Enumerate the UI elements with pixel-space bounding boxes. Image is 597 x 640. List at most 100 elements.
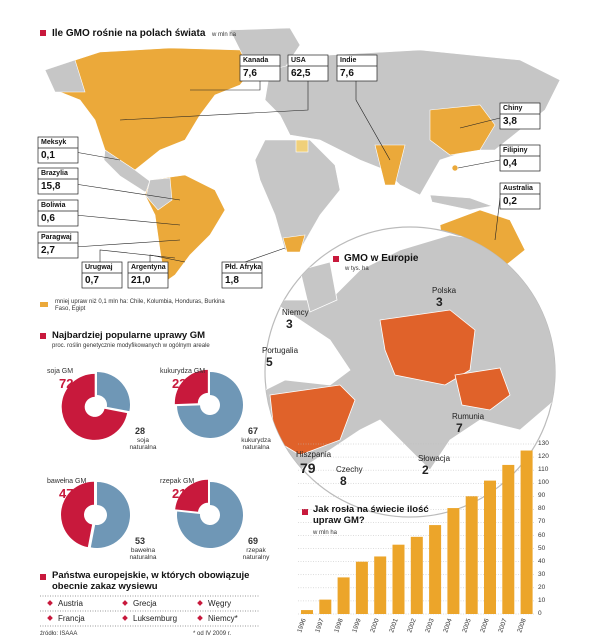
europe-value: 2 [422,463,429,477]
europe-country: Polska [432,286,457,295]
y-tick-label: 30 [538,570,546,578]
y-tick-label: 80 [538,505,546,513]
country-name: Indie [340,57,357,64]
pie-slice [97,372,131,412]
y-tick-label: 20 [538,583,546,591]
country-name: Płd. Afryka [225,264,262,271]
bar [429,525,442,614]
y-tick-label: 110 [538,466,549,474]
ban-country: Austria [58,599,83,608]
country-value: 7,6 [340,68,354,79]
country-name: Argentyna [131,264,166,271]
ban-country: Grecja [133,599,157,608]
pie-value: 47 [59,486,74,501]
pie-slice [61,481,95,548]
pie-slice [61,373,128,440]
chart-subtitle: w mln ha [313,530,338,536]
label-box [287,54,329,82]
bar [355,561,368,614]
leader-lines [74,80,501,263]
y-tick-label: 120 [538,453,549,461]
pie-label: bawełna naturalna [129,547,157,562]
marker [302,509,308,515]
pie-value: 23 [172,376,187,391]
europe-value: 3 [436,295,443,309]
europe-country: Hiszpania [296,450,332,459]
world-map [44,27,561,283]
crops-subtitle: proc. roślin genetycznie modyfikowanych … [52,343,210,349]
ban-title: Państwa europejskie, w których obowiązuj… [52,570,250,592]
country-value: 0,2 [503,196,517,207]
y-tick-label: 60 [538,531,546,539]
label-box [499,102,541,130]
pie-label: rzepak GM [160,478,195,485]
europe-value: 79 [300,460,316,476]
europe-value: 7 [456,421,463,435]
legend-swatch [40,302,48,307]
country-value: 15,8 [41,181,61,192]
country-name: Paragwaj [41,234,72,241]
y-tick-label: 100 [538,479,549,487]
bar [319,599,332,614]
pie-value: 72 [59,376,74,391]
bar [447,508,460,614]
marker [40,30,46,36]
pie-value: 69 [248,536,259,546]
bar [502,464,515,614]
y-tick-label: 130 [538,440,549,447]
country-value: 7,6 [243,68,257,79]
footnote: * od IV 2009 r. [193,631,232,637]
europe-value: 5 [266,355,273,369]
pie-label: kukurydza naturalna [241,437,271,452]
pie-label: soja naturalna [129,437,157,452]
label-box [221,261,263,289]
bar [520,450,533,614]
bar [337,577,350,614]
pie-value: 21 [172,486,187,501]
marker [333,256,339,262]
label-box [37,167,79,195]
europe-title: GMO w Europie [344,253,419,264]
europe-country: Niemcy [282,308,309,317]
label-box [37,199,79,227]
pie-label: rzepak naturalny [242,547,270,562]
y-tick-label: 50 [538,544,546,552]
country-name: USA [291,57,306,64]
ban-country: Węgry [208,599,232,608]
pie-slice [90,482,130,548]
country-value: 2,7 [41,245,55,256]
label-box [239,54,281,82]
country-value: 21,0 [131,275,151,286]
pie-label: bawełna GM [47,478,87,485]
country-value: 0,7 [85,275,99,286]
y-tick-label: 10 [538,596,546,604]
pie-value: 53 [135,536,146,546]
label-box [499,182,541,210]
pie-value: 67 [248,426,259,436]
country-value: 0,1 [41,150,55,161]
bar [392,544,405,614]
pie-slice [176,482,244,548]
label-box [127,261,169,289]
map-note: mniej upraw niż 0,1 mln ha: Chile, Kolum… [55,299,225,312]
bar [484,480,496,614]
pie-label: kukurydza GM [160,368,206,375]
y-tick-label: 70 [538,518,546,526]
pie-label: soja GM [47,368,74,375]
country-value: 1,8 [225,275,239,286]
pie-slice [174,369,208,405]
europe-unit: w tys. ha [345,266,369,272]
country-value: 3,8 [503,116,517,127]
europe-country: Czechy [336,465,363,474]
country-name: Meksyk [41,139,67,146]
country-value: 0,6 [41,213,55,224]
bar [465,496,478,614]
pie-slice [177,372,244,439]
y-tick-label: 0 [538,610,542,617]
chart-title: Jak rosła na świecie ilość upraw GM? [313,504,429,526]
country-name: Filipiny [503,147,528,154]
country-name: Chiny [503,105,523,112]
label-box [37,136,79,164]
